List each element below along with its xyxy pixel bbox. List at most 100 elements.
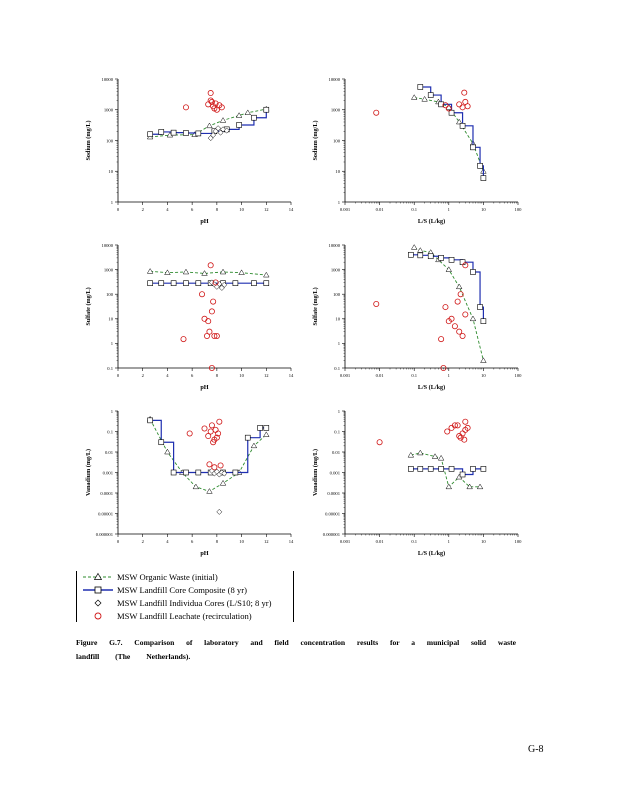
legend-diamond-icon: [94, 599, 102, 607]
series-circle: [186, 418, 224, 471]
data-point: [263, 280, 270, 286]
x-tick-label: 0: [117, 373, 120, 378]
series-diamond: [208, 279, 228, 291]
data-point: [221, 281, 228, 288]
data-point: [373, 109, 380, 116]
x-tick-label: 0.01: [376, 539, 385, 544]
x-tick-label: 0.01: [376, 207, 385, 212]
data-point: [182, 104, 189, 111]
data-point: [480, 318, 487, 324]
y-tick-label: 0.001: [103, 470, 114, 475]
data-point: [442, 304, 449, 311]
series-line: [150, 419, 267, 474]
data-point: [444, 428, 451, 435]
y-tick-label: 10000: [329, 77, 341, 82]
data-point: [223, 127, 230, 134]
series-circle: [180, 262, 220, 371]
series-triangle: [146, 105, 270, 140]
data-point: [438, 101, 444, 108]
data-point: [206, 461, 213, 468]
x-tick-label: 0.001: [340, 373, 351, 378]
data-point: [440, 364, 447, 371]
data-point: [417, 466, 424, 472]
x-tick-label: 0.1: [411, 373, 417, 378]
data-point: [459, 332, 466, 339]
y-tick-label: 10: [335, 169, 340, 174]
data-point: [437, 454, 445, 461]
x-tick-label: 1: [448, 539, 451, 544]
data-point: [212, 100, 219, 107]
x-axis-label: L/S (L/kg): [418, 384, 445, 391]
data-point: [183, 469, 189, 476]
data-point: [417, 247, 424, 253]
data-point: [480, 466, 487, 472]
data-point: [208, 364, 215, 371]
y-tick-label: 100: [106, 138, 114, 143]
data-point: [459, 471, 466, 478]
data-point: [461, 436, 468, 443]
y-tick-label: 10: [335, 317, 340, 322]
data-point: [251, 280, 257, 286]
data-point: [207, 90, 214, 97]
x-tick-label: 14: [289, 373, 294, 378]
data-point: [147, 131, 153, 138]
data-point: [457, 434, 464, 441]
data-point: [445, 105, 452, 112]
figure-caption-continued: landfill (The Netherlands).: [76, 652, 191, 661]
data-point: [206, 328, 213, 335]
data-point: [427, 466, 434, 472]
data-point: [219, 479, 227, 486]
data-point: [470, 466, 476, 472]
data-point: [456, 101, 463, 108]
data-point: [201, 315, 208, 322]
chart-panel-1: 1 10 100 1000 10000 0 2 4 6 8 10 12 14 pH Sodium (mg/L…: [85, 77, 294, 225]
data-point: [211, 464, 218, 471]
data-point: [410, 244, 418, 250]
legend-label: MSW Landfill Core Composite (8 yr): [117, 585, 247, 595]
series-square: [408, 251, 487, 324]
data-point: [431, 453, 439, 459]
y-tick-label: 0.00001: [325, 511, 341, 516]
y-tick-label: 0.0001: [100, 491, 113, 496]
data-point: [408, 251, 414, 258]
x-tick-label: 10: [239, 373, 244, 378]
data-point: [183, 130, 189, 136]
y-axis-label: Sodium (mg/L): [312, 120, 319, 160]
data-point: [213, 434, 220, 441]
data-point: [445, 266, 453, 272]
data-point: [164, 448, 171, 455]
y-tick-label: 1000: [331, 267, 341, 272]
x-tick-label: 2: [142, 207, 145, 212]
legend: MSW Organic Waste (initial) MSW Landfill…: [76, 571, 294, 622]
series-circle: [182, 90, 225, 113]
data-point: [462, 311, 469, 318]
data-point: [199, 291, 206, 298]
y-tick-label: 0.1: [334, 366, 340, 371]
data-point: [206, 488, 213, 494]
x-tick-label: 4: [166, 539, 169, 544]
x-tick-label: 10: [239, 207, 244, 212]
y-tick-label: 100: [333, 292, 341, 297]
series-square: [147, 280, 270, 286]
data-point: [207, 262, 214, 269]
y-tick-label: 10000: [102, 243, 114, 248]
legend-circle-icon: [94, 612, 102, 620]
series-line: [420, 86, 484, 179]
y-tick-label: 0.01: [105, 450, 114, 455]
data-point: [158, 280, 165, 286]
y-tick-label: 1: [338, 200, 341, 205]
series-diamond: [207, 125, 230, 142]
data-point: [216, 418, 223, 425]
x-tick-label: 100: [515, 207, 523, 212]
x-tick-label: 2: [142, 539, 145, 544]
data-point: [205, 101, 212, 108]
data-point: [215, 430, 222, 437]
x-axis-label: L/S (L/kg): [418, 550, 445, 557]
data-point: [459, 259, 466, 265]
data-point: [417, 84, 424, 90]
data-point: [158, 439, 165, 446]
data-point: [462, 418, 469, 425]
data-point: [263, 271, 270, 278]
series-triangle: [146, 415, 270, 494]
data-point: [213, 332, 220, 339]
